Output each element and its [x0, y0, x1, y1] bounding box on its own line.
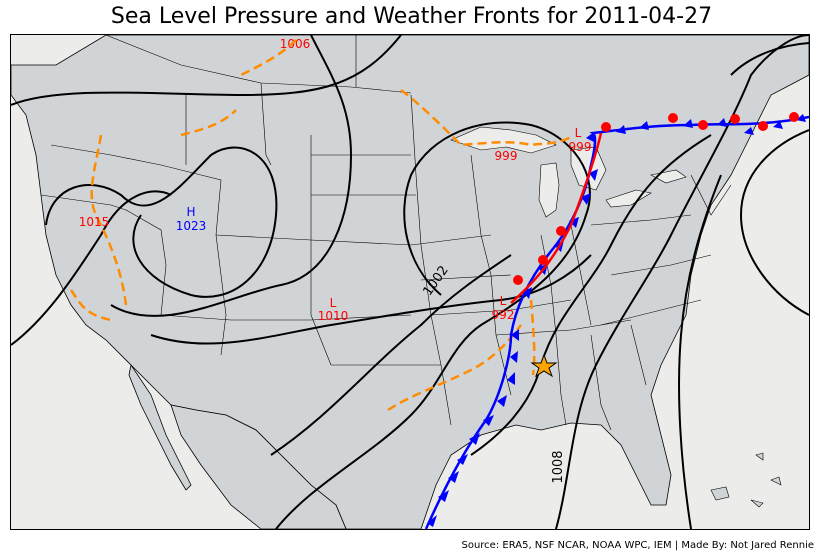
isobar-line [730, 42, 809, 76]
isobar-line [275, 121, 591, 529]
mexico-land [170, 404, 347, 529]
trough-line [400, 89, 572, 147]
isobar-label: 1008 [551, 450, 566, 483]
star-icon [530, 353, 558, 378]
trough-line [69, 289, 112, 322]
isobar-line [150, 254, 592, 345]
warm-front-line [510, 132, 603, 304]
isobars [11, 35, 809, 529]
trough-line [387, 324, 522, 412]
isobar-line [678, 174, 722, 529]
lake-superior [450, 126, 557, 154]
cold-front [424, 114, 809, 529]
isobar-line [11, 190, 172, 346]
low-value: 999 [495, 149, 518, 163]
trough-line [240, 39, 297, 77]
source-credit: Source: ERA5, NSF NCAR, NOAA WPC, IEM | … [461, 540, 814, 551]
low-symbol: L [575, 126, 582, 140]
isobar-label: 1006 [280, 37, 311, 51]
isobar-line [739, 129, 809, 316]
trough-line [529, 299, 536, 376]
map-title: Sea Level Pressure and Weather Fronts fo… [110, 4, 713, 29]
trough-line [90, 134, 128, 306]
low-value: 999 [569, 140, 592, 154]
isobar-line [470, 134, 712, 456]
isobar-line [110, 35, 353, 317]
lake-michigan [538, 162, 560, 218]
pressure-centers: H 1023 L 1010 L 992 999 L 999 1015 [79, 126, 592, 323]
low-symbol: L [330, 296, 337, 310]
trough-line [180, 109, 237, 137]
low-symbol: L [500, 294, 507, 308]
north-america-land [11, 35, 809, 529]
high-symbol: H [186, 205, 195, 219]
high-value: 1023 [176, 219, 207, 233]
lake-huron [570, 146, 607, 191]
land [11, 35, 809, 529]
low-value: 1010 [318, 309, 349, 323]
weather-map: 1002 1008 1006 [10, 34, 810, 530]
isobar-line [555, 35, 809, 529]
lake-erie [605, 189, 652, 208]
warm-front-bumps [513, 112, 799, 285]
warm-front [510, 112, 799, 304]
low-value: 992 [492, 308, 515, 322]
isobar-line [45, 146, 278, 298]
lakes [450, 126, 687, 218]
islands [710, 452, 782, 508]
cold-front-barbs [427, 114, 806, 527]
state-boundaries [40, 35, 732, 431]
baja-peninsula [128, 363, 192, 491]
pressure-label: 1015 [79, 215, 110, 229]
isobar-line [270, 254, 512, 456]
troughs [69, 39, 572, 412]
isobar-line [11, 35, 402, 106]
map-canvas: 1002 1008 1006 [11, 35, 809, 529]
